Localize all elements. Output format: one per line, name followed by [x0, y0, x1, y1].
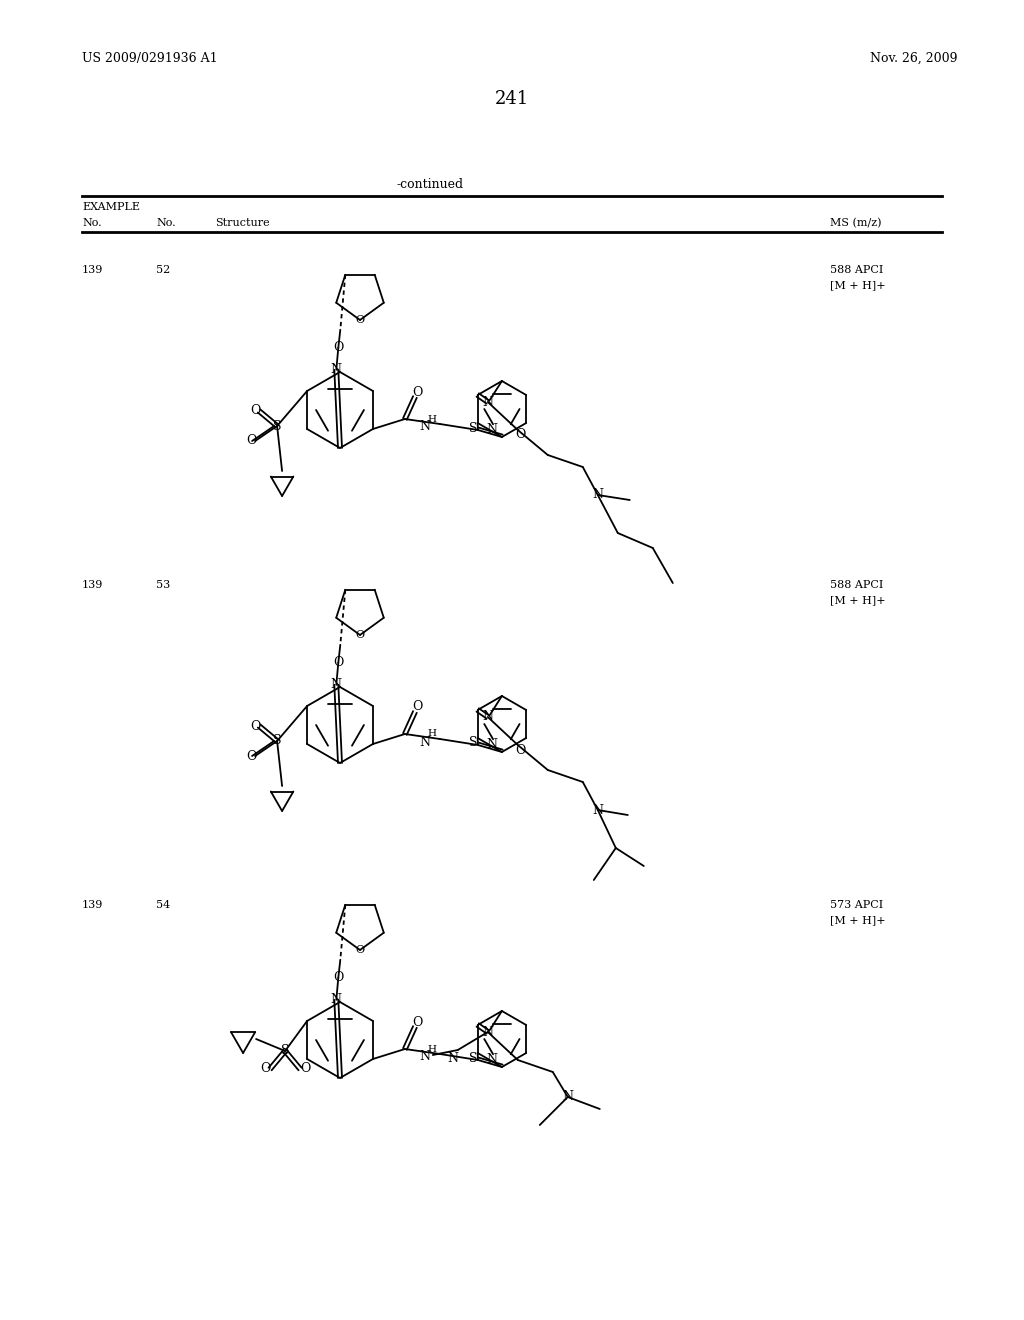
Text: US 2009/0291936 A1: US 2009/0291936 A1 — [82, 51, 218, 65]
Text: O: O — [300, 1063, 310, 1076]
Text: O: O — [246, 434, 256, 447]
Text: O: O — [413, 701, 423, 714]
Text: 54: 54 — [156, 900, 170, 909]
Text: N: N — [486, 738, 498, 751]
Text: H: H — [427, 1044, 436, 1053]
Text: O: O — [333, 656, 343, 669]
Text: S: S — [272, 420, 282, 433]
Text: O: O — [413, 385, 423, 399]
Text: O: O — [355, 945, 365, 954]
Text: MS (m/z): MS (m/z) — [830, 218, 882, 228]
Text: EXAMPLE: EXAMPLE — [82, 202, 140, 213]
Text: N: N — [592, 804, 603, 817]
Text: O: O — [250, 719, 260, 733]
Text: 588 APCI: 588 APCI — [830, 579, 884, 590]
Text: -continued: -continued — [396, 178, 464, 191]
Text: N: N — [331, 363, 342, 376]
Text: N: N — [486, 422, 498, 436]
Text: N: N — [482, 1026, 494, 1039]
Text: N: N — [420, 421, 430, 433]
Text: O: O — [260, 1063, 270, 1076]
Text: N: N — [482, 396, 494, 408]
Text: O: O — [333, 972, 343, 985]
Text: S: S — [469, 737, 477, 750]
Text: 241: 241 — [495, 90, 529, 108]
Text: N: N — [420, 1051, 430, 1064]
Text: S: S — [469, 1052, 477, 1064]
Text: H: H — [427, 730, 436, 738]
Text: 53: 53 — [156, 579, 170, 590]
Text: [M + H]+: [M + H]+ — [830, 595, 886, 605]
Text: 139: 139 — [82, 900, 103, 909]
Text: N: N — [486, 1053, 498, 1067]
Text: No.: No. — [156, 218, 176, 228]
Text: 139: 139 — [82, 579, 103, 590]
Text: N: N — [592, 488, 603, 502]
Text: S: S — [272, 734, 282, 747]
Text: N: N — [482, 710, 494, 723]
Text: No.: No. — [82, 218, 101, 228]
Text: N: N — [420, 735, 430, 748]
Text: H: H — [427, 414, 436, 424]
Text: 52: 52 — [156, 265, 170, 275]
Text: O: O — [413, 1015, 423, 1028]
Text: O: O — [355, 315, 365, 325]
Text: O: O — [250, 404, 260, 417]
Text: O: O — [516, 743, 526, 756]
Text: 573 APCI: 573 APCI — [830, 900, 884, 909]
Text: Structure: Structure — [215, 218, 269, 228]
Text: [M + H]+: [M + H]+ — [830, 280, 886, 290]
Text: 588 APCI: 588 APCI — [830, 265, 884, 275]
Text: N: N — [331, 993, 342, 1006]
Text: Nov. 26, 2009: Nov. 26, 2009 — [870, 51, 957, 65]
Text: N: N — [562, 1090, 573, 1104]
Text: 139: 139 — [82, 265, 103, 275]
Text: O: O — [333, 342, 343, 354]
Text: N: N — [331, 678, 342, 692]
Text: S: S — [281, 1044, 290, 1057]
Text: N: N — [447, 1052, 459, 1064]
Text: O: O — [355, 630, 365, 640]
Text: O: O — [516, 429, 526, 441]
Text: S: S — [469, 421, 477, 434]
Text: [M + H]+: [M + H]+ — [830, 915, 886, 925]
Text: O: O — [246, 750, 256, 763]
